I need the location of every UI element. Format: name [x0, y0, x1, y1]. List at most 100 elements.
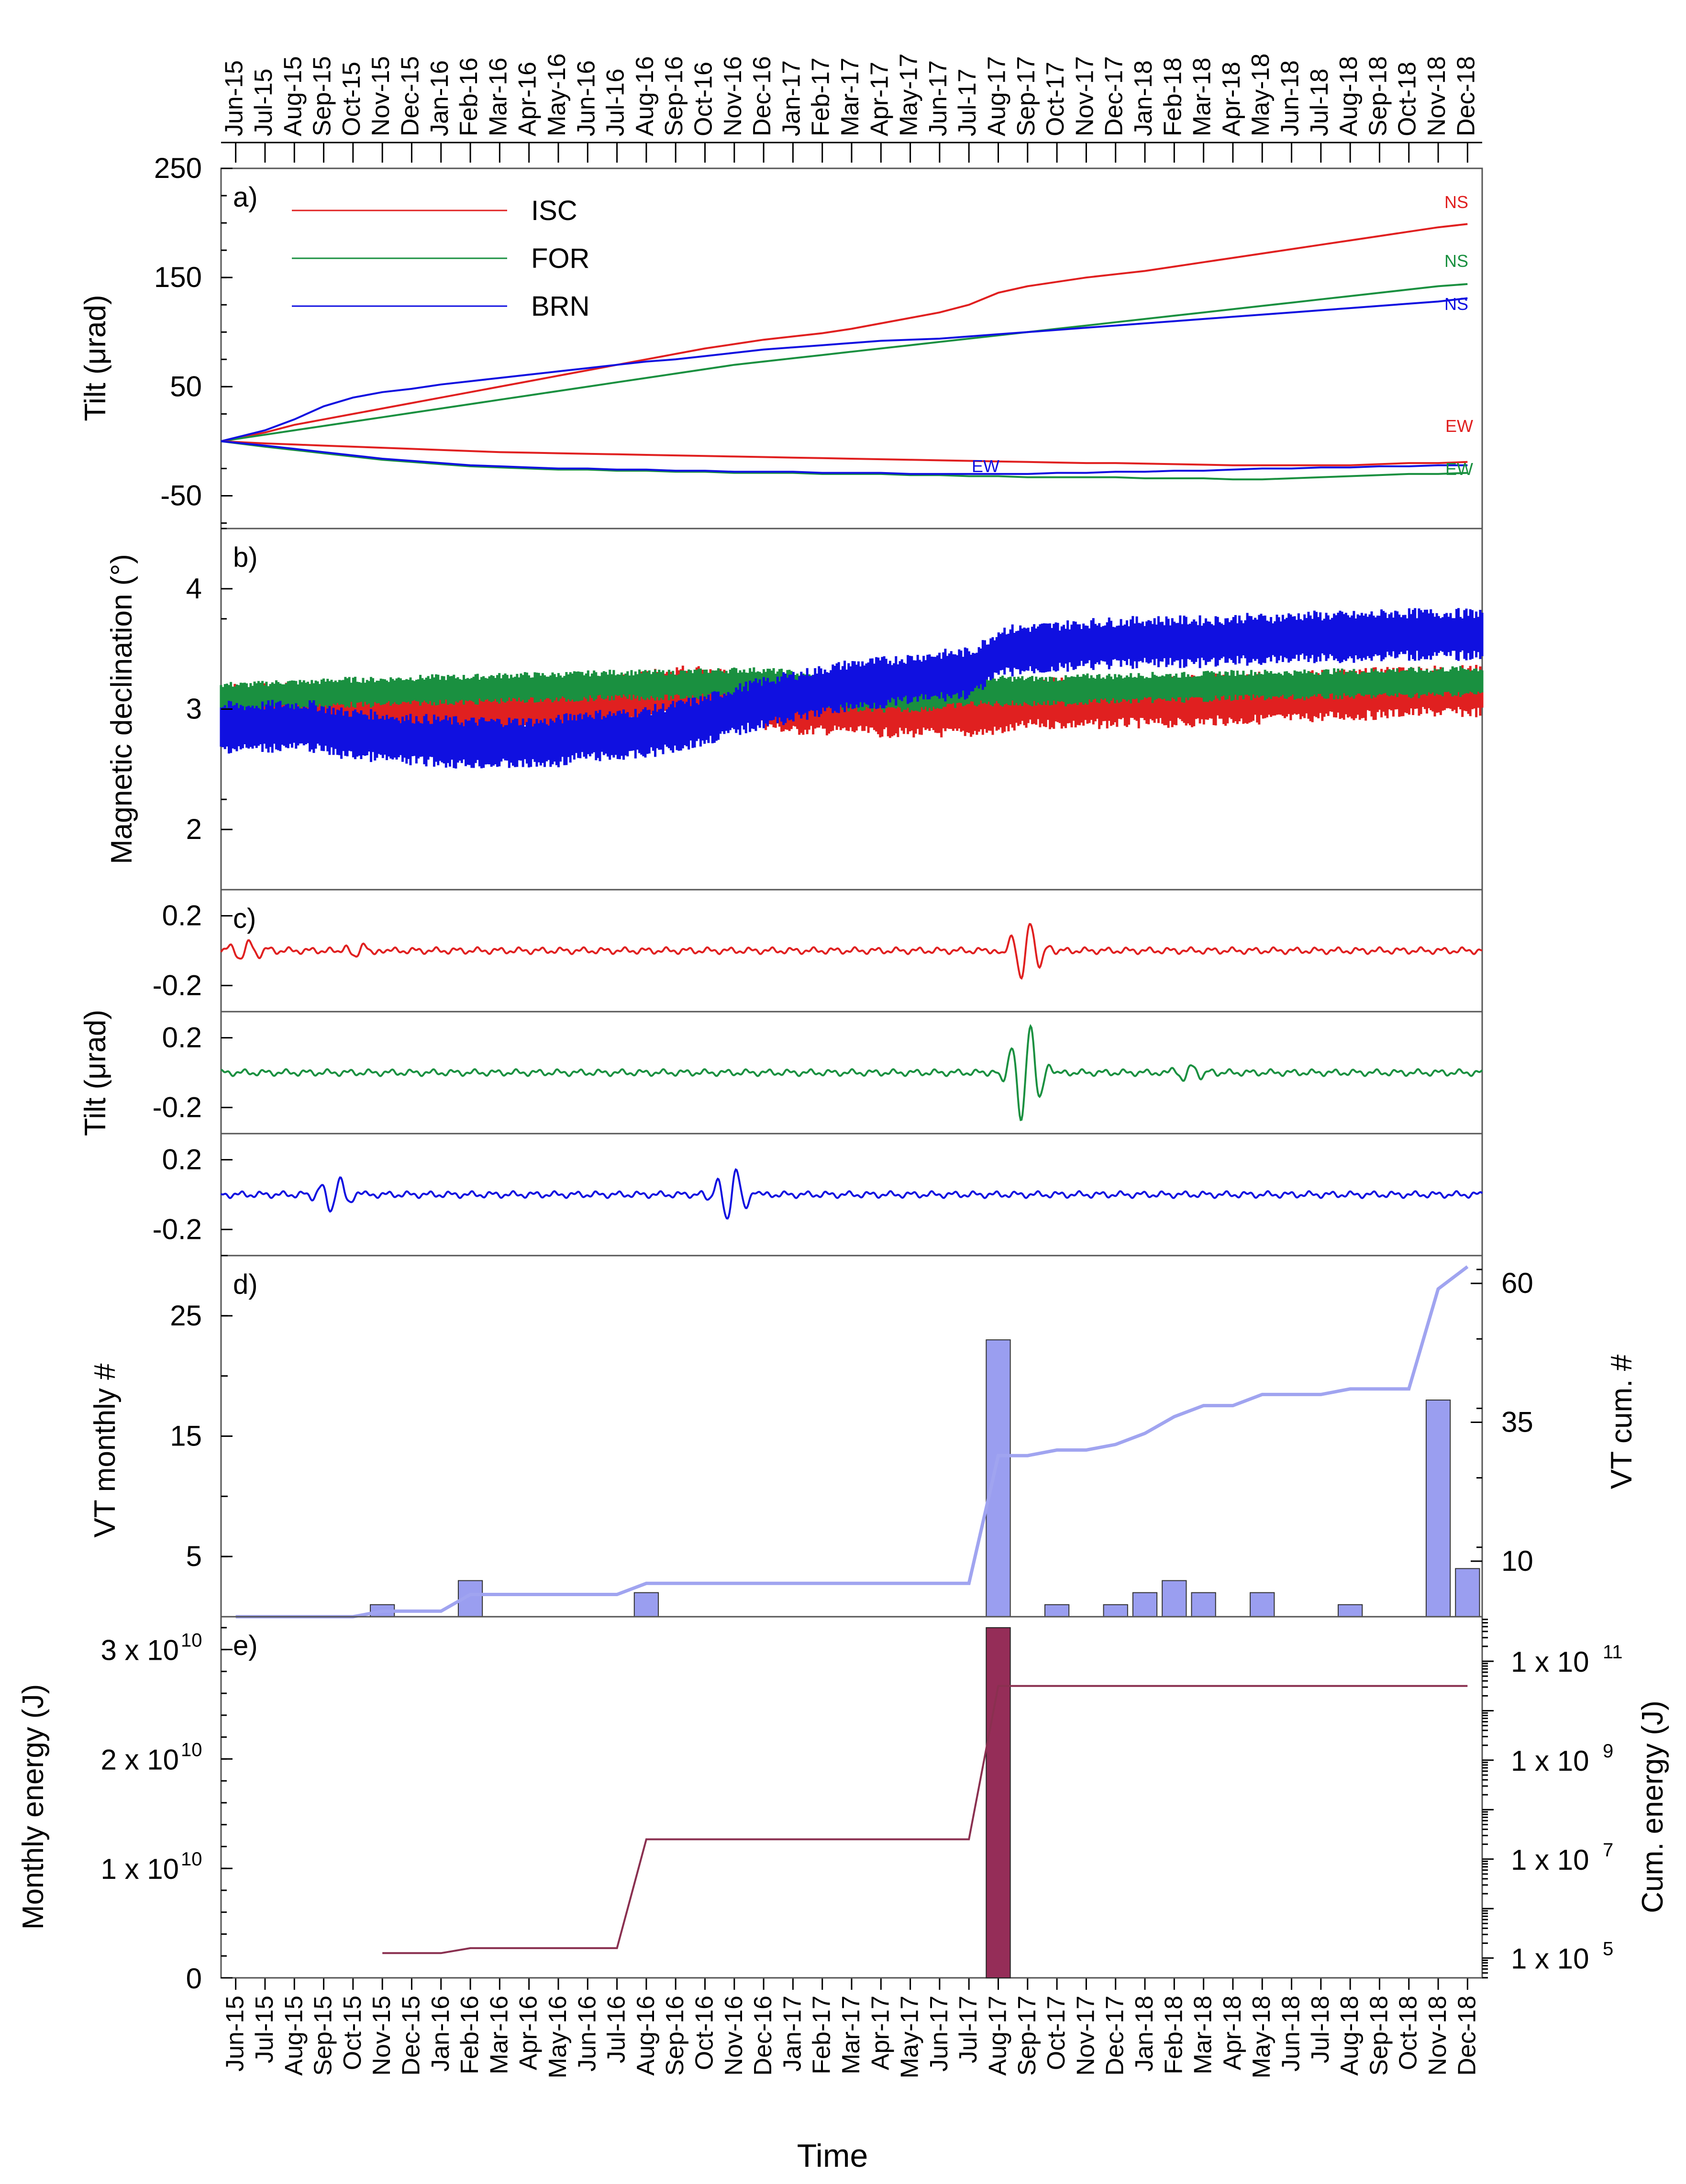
- panel-c-y-tick-label: -0.2: [153, 969, 202, 1001]
- top-x-tick-label: Mar-16: [484, 57, 512, 136]
- top-x-tick-label: Nov-18: [1423, 56, 1451, 136]
- top-x-axis: Jun-15 Jul-15 Aug-15 Sep-15 Oct-15 Nov-15 Dec-…: [221, 54, 1482, 163]
- tilt-waveform: [221, 1024, 1483, 1121]
- tilt-series-line: [221, 223, 1468, 442]
- bottom-x-tick-label: Dec-16: [749, 1996, 777, 2076]
- panel-d-y-tick-label: 15: [170, 1420, 202, 1452]
- panel-e-right-y-tick-label: 1 x 10: [1511, 1646, 1589, 1678]
- top-x-tick-label: Aug-17: [983, 56, 1011, 136]
- panel-c-label: c): [233, 903, 256, 934]
- top-x-tick-label: Jul-16: [602, 68, 630, 136]
- panel-a-y-label: Tilt (μrad): [79, 295, 112, 421]
- top-x-tick-label: Mar-18: [1188, 57, 1216, 136]
- panel-a-y-tick-label: -50: [160, 480, 202, 512]
- bottom-x-axis: Jun-15 Jul-15 Aug-15 Sep-15 Oct-15 Nov-15 Dec-…: [222, 1978, 1481, 2174]
- panel-e-right-y-tick-exponent: 9: [1603, 1741, 1613, 1762]
- bottom-x-tick-label: Sep-15: [310, 1996, 337, 2076]
- panel-b-plot: [220, 528, 1484, 891]
- bottom-x-tick-label: Mar-17: [837, 1996, 865, 2074]
- panel-c-plot: 0.2 -0.2: [153, 900, 1482, 1001]
- bottom-x-tick-label: Jun-18: [1277, 1996, 1305, 2072]
- panel-d-frame: [220, 1255, 1483, 1618]
- top-x-tick-label: Sep-18: [1364, 56, 1392, 136]
- vt-monthly-bar: [1132, 1592, 1158, 1618]
- panel-a-label: a): [233, 182, 258, 213]
- panel-e-y-tick-label: 2 x 10: [101, 1743, 179, 1776]
- bottom-x-tick-label: Jan-18: [1131, 1996, 1158, 2072]
- top-x-tick-label: Jan-16: [426, 60, 454, 136]
- top-x-tick-label: Dec-18: [1452, 56, 1480, 136]
- panel-e-right-y-label: Cum. energy (J): [1636, 1700, 1669, 1913]
- bottom-x-tick-label: Nov-17: [1072, 1996, 1099, 2076]
- panel-e-right-y-tick-label: 1 x 10: [1511, 1745, 1589, 1777]
- panel-e-right-y-tick-label: 1 x 10: [1511, 1844, 1589, 1876]
- panel-e-frame: [220, 1616, 1483, 1979]
- bottom-x-tick-label: Apr-17: [866, 1996, 894, 2070]
- bottom-x-tick-label: May-18: [1248, 1996, 1276, 2078]
- legend-label: ISC: [531, 195, 577, 226]
- panel-d-right-y-label: VT cum. #: [1605, 1354, 1638, 1489]
- panel-b-label: b): [233, 542, 258, 573]
- panel-c-y-tick-label: 0.2: [162, 1144, 202, 1176]
- top-x-tick-label: Apr-17: [865, 62, 893, 136]
- panel-e-y-tick-label: 3 x 10: [101, 1634, 179, 1666]
- top-x-tick-label: Oct-17: [1042, 62, 1069, 136]
- top-x-tick-label: May-18: [1247, 54, 1275, 136]
- bottom-x-tick-label: Mar-18: [1189, 1996, 1217, 2074]
- bottom-x-tick-label: Nov-15: [368, 1996, 396, 2076]
- top-x-tick-label: Dec-17: [1100, 56, 1128, 136]
- top-x-tick-label: Oct-15: [338, 62, 366, 136]
- top-x-tick-label: Oct-18: [1394, 62, 1421, 136]
- bottom-x-tick-label: Jun-16: [573, 1996, 601, 2072]
- tilt-waveform: [220, 923, 1482, 980]
- panel-e-label: e): [233, 1630, 258, 1661]
- vt-monthly-bar: [1044, 1604, 1070, 1617]
- tilt-series-line: [221, 440, 1468, 481]
- panel-e-y-label: Monthly energy (J): [17, 1684, 50, 1930]
- panel-a-y-tick-label: 250: [154, 152, 202, 184]
- tilt-series-line: [221, 283, 1468, 442]
- top-x-tick-label: Feb-16: [455, 57, 483, 136]
- panel-c-frame: [220, 1011, 1483, 1135]
- bottom-x-tick-label: Sep-16: [661, 1996, 689, 2076]
- series-annotation: NS: [1444, 294, 1468, 314]
- panel-b-y-tick-label: 2: [186, 813, 202, 845]
- bottom-x-tick-label: May-16: [544, 1996, 572, 2078]
- vt-monthly-bar: [986, 1339, 1011, 1618]
- panel-e-y-tick-label: 0: [186, 1963, 202, 1995]
- bottom-x-tick-label: Aug-16: [632, 1996, 660, 2076]
- top-x-tick-label: Sep-17: [1012, 56, 1040, 136]
- top-x-tick-label: Aug-18: [1335, 56, 1363, 136]
- panel-e-plot: 01 x 10 102 x 10 103 x 10 101 x 10 51 x 10 71…: [101, 1619, 1623, 1995]
- bottom-x-tick-label: Aug-17: [984, 1996, 1012, 2076]
- bottom-x-tick-label: Feb-17: [808, 1996, 836, 2074]
- vt-monthly-bar: [633, 1592, 659, 1618]
- bottom-x-tick-label: Apr-18: [1219, 1996, 1246, 2070]
- bottom-x-tick-label: Feb-16: [456, 1996, 484, 2074]
- panel-e-right-y-tick-label: 1 x 10: [1511, 1943, 1589, 1975]
- panel-a-y-tick-label: 50: [170, 370, 202, 402]
- tilt-series-line: [221, 440, 1468, 475]
- bottom-x-tick-label: Dec-17: [1101, 1996, 1129, 2076]
- energy-cumulative-line: [382, 1685, 1468, 1954]
- top-x-tick-label: May-17: [895, 54, 923, 136]
- top-x-tick-label: Aug-16: [631, 56, 659, 136]
- panel-d-y-label: VT monthly #: [89, 1363, 122, 1538]
- top-x-tick-label: Sep-15: [309, 56, 336, 136]
- vt-monthly-bar: [1250, 1592, 1275, 1618]
- tilt-waveform: [220, 1168, 1483, 1220]
- bottom-x-tick-label: Jul-16: [603, 1996, 631, 2063]
- panel-c-y-tick-label: 0.2: [162, 1022, 202, 1054]
- bottom-x-tick-label: Mar-16: [485, 1996, 513, 2074]
- top-x-tick-label: Jan-17: [777, 60, 805, 136]
- x-axis-label: Time: [797, 2138, 868, 2174]
- bottom-x-tick-label: Dec-15: [397, 1996, 425, 2076]
- bottom-x-tick-label: Jan-17: [778, 1996, 806, 2072]
- top-x-tick-label: Nov-15: [367, 56, 395, 136]
- bottom-x-tick-label: Sep-18: [1365, 1996, 1393, 2076]
- panel-d-right-y-tick-label: 60: [1501, 1267, 1533, 1299]
- panel-d-right-y-tick-label: 35: [1501, 1406, 1533, 1438]
- bottom-x-tick-label: Nov-16: [720, 1996, 748, 2076]
- series-annotation: NS: [1444, 192, 1468, 212]
- bottom-x-tick-label: Apr-16: [515, 1996, 543, 2070]
